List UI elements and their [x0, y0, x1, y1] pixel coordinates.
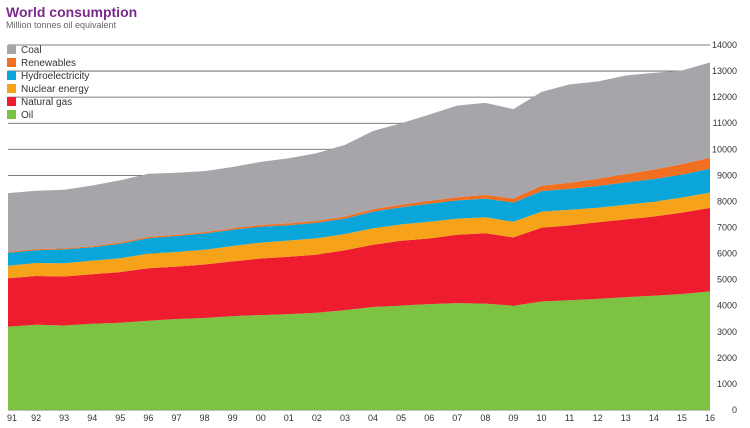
x-tick-label: 02 — [312, 413, 322, 423]
area-layer — [8, 62, 710, 410]
y-tick-label: 13000 — [712, 66, 737, 76]
area-natural-gas — [8, 207, 710, 327]
y-tick-label: 0 — [732, 405, 737, 415]
x-tick-label: 91 — [7, 413, 17, 423]
legend-label: Natural gas — [21, 97, 72, 108]
x-tick-label: 92 — [31, 413, 41, 423]
x-tick-label: 16 — [705, 413, 715, 423]
area-nuclear-energy — [8, 192, 710, 279]
x-tick-label: 95 — [115, 413, 125, 423]
y-tick-label: 10000 — [712, 144, 737, 154]
x-tick-label: 11 — [565, 413, 574, 423]
x-tick-label: 96 — [143, 413, 153, 423]
chart-subtitle: Million tonnes oil equivalent — [6, 20, 117, 30]
chart-title: World consumption — [6, 4, 138, 20]
y-tick-label: 12000 — [712, 92, 737, 102]
y-tick-label: 11000 — [713, 118, 737, 128]
x-tick-label: 98 — [200, 413, 210, 423]
y-tick-label: 6000 — [717, 249, 737, 259]
area-coal — [8, 62, 710, 252]
x-axis: 91 92 93 94 95 96 97 98 99 00 01 02 03 04 05 06 07 08 09 10… — [7, 413, 715, 423]
legend-swatch — [7, 110, 16, 119]
legend-swatch — [7, 84, 16, 93]
legend-label: Nuclear energy — [21, 84, 89, 95]
area-hydroelectricity — [8, 168, 710, 266]
x-tick-label: 14 — [649, 413, 659, 423]
x-tick-label: 08 — [480, 413, 490, 423]
legend-swatch — [7, 71, 16, 80]
x-tick-label: 09 — [508, 413, 518, 423]
y-tick-label: 3000 — [717, 327, 737, 337]
legend: Coal Renewables Hydroelectricity Nuclear en… — [7, 45, 89, 121]
x-tick-label: 05 — [396, 413, 406, 423]
legend-label: Oil — [21, 110, 33, 121]
legend-swatch — [7, 97, 16, 106]
y-tick-label: 5000 — [717, 275, 737, 285]
legend-swatch — [7, 58, 16, 67]
y-tick-label: 2000 — [717, 353, 737, 363]
x-tick-label: 93 — [59, 413, 69, 423]
x-tick-label: 06 — [424, 413, 434, 423]
x-tick-label: 15 — [677, 413, 687, 423]
x-tick-label: 07 — [452, 413, 462, 423]
legend-swatch — [7, 45, 16, 54]
legend-label: Hydroelectricity — [21, 71, 89, 82]
x-tick-label: 01 — [284, 413, 294, 423]
x-tick-label: 04 — [368, 413, 378, 423]
y-tick-label: 1000 — [717, 379, 737, 389]
x-tick-label: 00 — [256, 413, 266, 423]
x-tick-label: 99 — [228, 413, 238, 423]
x-tick-label: 13 — [621, 413, 631, 423]
x-tick-label: 03 — [340, 413, 350, 423]
x-tick-label: 94 — [87, 413, 97, 423]
legend-label: Coal — [21, 45, 42, 56]
y-tick-label: 9000 — [717, 170, 737, 180]
x-tick-label: 97 — [171, 413, 181, 423]
legend-label: Renewables — [21, 58, 76, 69]
y-tick-label: 14000 — [712, 40, 737, 50]
area-oil — [8, 291, 710, 410]
y-tick-label: 7000 — [717, 223, 737, 233]
y-tick-label: 8000 — [717, 196, 737, 206]
y-axis: 0 1000 2000 3000 4000 5000 6000 7000 8000 9000 100… — [712, 40, 737, 415]
y-tick-label: 4000 — [717, 301, 737, 311]
x-tick-label: 12 — [593, 413, 603, 423]
x-tick-label: 10 — [537, 413, 547, 423]
